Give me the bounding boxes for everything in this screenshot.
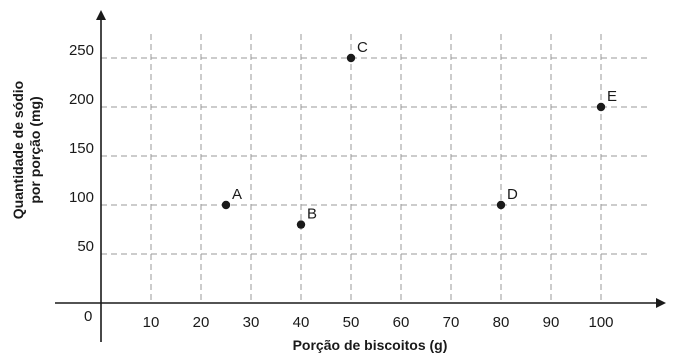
x-tick-label: 10 xyxy=(143,314,160,331)
y-axis-title-line-1: Quantidade de sódio xyxy=(10,81,26,219)
point-label: E xyxy=(607,88,617,105)
x-tick-label: 50 xyxy=(343,314,360,331)
x-tick-label: 30 xyxy=(243,314,260,331)
point-label: A xyxy=(232,186,242,203)
y-tick-label: 100 xyxy=(69,189,94,206)
point-label: C xyxy=(357,39,368,56)
y-tick-label: 200 xyxy=(69,91,94,108)
x-tick-label: 40 xyxy=(293,314,310,331)
grid xyxy=(101,34,650,303)
point-label: D xyxy=(507,186,518,203)
y-tick-label: 150 xyxy=(69,140,94,157)
data-points: A B C D E xyxy=(221,39,617,229)
data-point xyxy=(221,200,231,210)
y-tick-label: 250 xyxy=(69,42,94,59)
x-tick-label: 60 xyxy=(393,314,410,331)
x-tick-label: 100 xyxy=(588,314,613,331)
tick-labels: 10 20 30 40 50 60 70 80 90 100 50 100 150 200 250 xyxy=(69,42,614,331)
y-tick-label: 50 xyxy=(77,238,94,255)
x-axis-title: Porção de biscoitos (g) xyxy=(293,337,448,353)
data-point xyxy=(296,220,306,229)
x-tick-label: 20 xyxy=(193,314,210,331)
origin-label: 0 xyxy=(84,308,92,325)
point-label: B xyxy=(307,206,317,223)
x-tick-label: 90 xyxy=(543,314,560,331)
data-point xyxy=(496,200,506,210)
data-point xyxy=(346,53,356,63)
x-tick-label: 70 xyxy=(443,314,460,331)
y-axis-title-line-2: por porção (mg) xyxy=(27,96,43,203)
data-point xyxy=(596,102,606,112)
x-tick-label: 80 xyxy=(493,314,510,331)
